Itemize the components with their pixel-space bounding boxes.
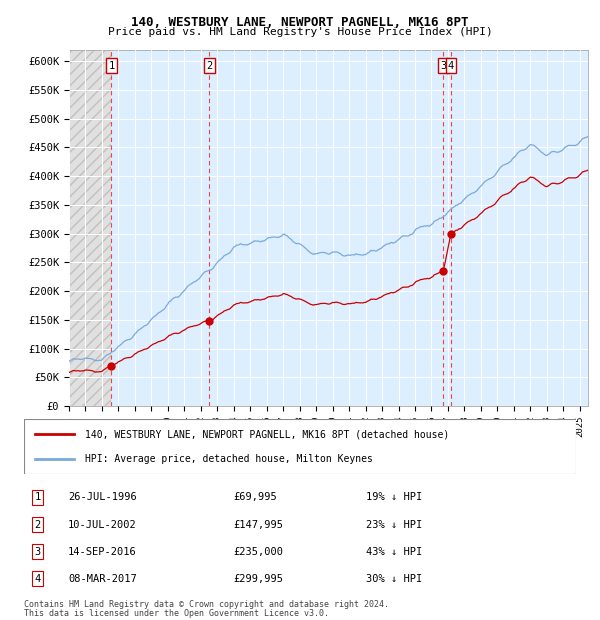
Text: HPI: Average price, detached house, Milton Keynes: HPI: Average price, detached house, Milt… [85,454,373,464]
Text: 08-MAR-2017: 08-MAR-2017 [68,574,137,583]
Text: 23% ↓ HPI: 23% ↓ HPI [366,520,422,529]
Text: 1: 1 [108,61,115,71]
Text: 140, WESTBURY LANE, NEWPORT PAGNELL, MK16 8PT: 140, WESTBURY LANE, NEWPORT PAGNELL, MK1… [131,16,469,29]
Text: 3: 3 [35,547,41,557]
FancyBboxPatch shape [24,418,576,474]
Text: 26-JUL-1996: 26-JUL-1996 [68,492,137,502]
Text: 4: 4 [35,574,41,583]
Text: £299,995: £299,995 [234,574,284,583]
Text: £69,995: £69,995 [234,492,278,502]
Text: 2: 2 [35,520,41,529]
Text: £147,995: £147,995 [234,520,284,529]
Text: Price paid vs. HM Land Registry's House Price Index (HPI): Price paid vs. HM Land Registry's House … [107,27,493,37]
Text: Contains HM Land Registry data © Crown copyright and database right 2024.: Contains HM Land Registry data © Crown c… [24,600,389,609]
Text: 14-SEP-2016: 14-SEP-2016 [68,547,137,557]
Text: 3: 3 [440,61,446,71]
Text: 19% ↓ HPI: 19% ↓ HPI [366,492,422,502]
Text: 2: 2 [206,61,212,71]
Text: 1: 1 [35,492,41,502]
Text: 10-JUL-2002: 10-JUL-2002 [68,520,137,529]
Text: £235,000: £235,000 [234,547,284,557]
Text: 140, WESTBURY LANE, NEWPORT PAGNELL, MK16 8PT (detached house): 140, WESTBURY LANE, NEWPORT PAGNELL, MK1… [85,429,449,439]
Text: 30% ↓ HPI: 30% ↓ HPI [366,574,422,583]
Text: This data is licensed under the Open Government Licence v3.0.: This data is licensed under the Open Gov… [24,609,329,618]
Text: 4: 4 [448,61,454,71]
Bar [69,50,112,406]
Text: 43% ↓ HPI: 43% ↓ HPI [366,547,422,557]
